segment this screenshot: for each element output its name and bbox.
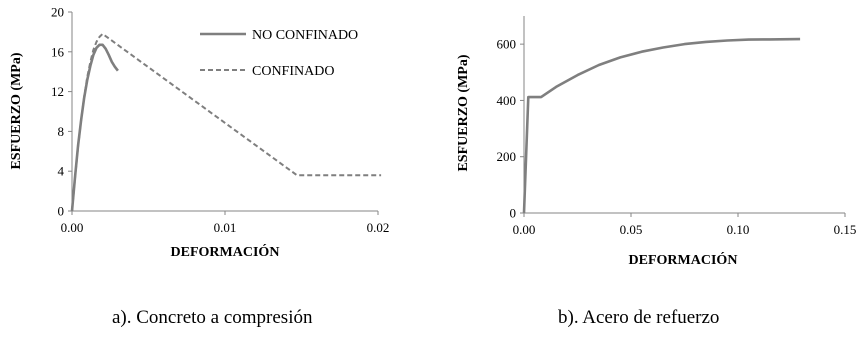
y-tick-label: 8 <box>58 124 65 139</box>
caption-acero: b). Acero de refuerzo <box>558 307 720 328</box>
y-tick-label: 0 <box>510 206 517 221</box>
chart-concreto-xlabel: DEFORMACIÓN <box>171 243 280 260</box>
chart-concreto-series <box>70 32 382 212</box>
chart-acero-ticks: 0 200 400 600 0.00 0.05 0.10 0.15 <box>497 37 857 237</box>
series-line-confinado <box>71 32 382 212</box>
chart-concreto: 0 4 8 12 16 20 0.00 0.01 0.02 DEFORMACIÓN ESFUER… <box>9 5 389 261</box>
chart-acero-ylabel: ESFUERZO (MPa) <box>456 54 471 171</box>
x-tick-label: 0.01 <box>214 220 237 235</box>
x-tick-label: 0.00 <box>61 220 84 235</box>
x-tick-label: 0.00 <box>513 222 536 237</box>
chart-acero-axes <box>523 16 845 214</box>
y-tick-label: 400 <box>497 93 517 108</box>
legend-label-no-confinado: NO CONFINADO <box>252 28 358 43</box>
x-tick-label: 0.15 <box>834 222 857 237</box>
series-line-no-confinado <box>70 43 119 212</box>
y-tick-label: 4 <box>58 164 65 179</box>
chart-concreto-ticks: 0 4 8 12 16 20 0.00 0.01 0.02 <box>51 5 389 236</box>
chart-acero-xlabel: DEFORMACIÓN <box>629 251 738 268</box>
y-tick-label: 12 <box>51 84 64 99</box>
caption-concreto: a). Concreto a compresión <box>112 307 313 328</box>
chart-acero-series <box>522 37 801 214</box>
chart-concreto-legend: NO CONFINADO CONFINADO <box>200 28 358 79</box>
x-tick-label: 0.10 <box>727 222 750 237</box>
y-tick-label: 20 <box>51 5 64 20</box>
x-tick-label: 0.02 <box>367 220 390 235</box>
x-tick-label: 0.05 <box>620 222 643 237</box>
y-tick-label: 200 <box>497 149 517 164</box>
y-tick-label: 0 <box>58 204 65 219</box>
legend-label-confinado: CONFINADO <box>252 64 334 79</box>
chart-acero: 0 200 400 600 0.00 0.05 0.10 0.15 DEFORMACIÓN E… <box>456 16 856 268</box>
y-tick-label: 600 <box>497 37 517 52</box>
chart-concreto-ylabel: ESFUERZO (MPa) <box>9 52 24 169</box>
series-line-acero <box>522 37 801 214</box>
y-tick-label: 16 <box>51 44 65 59</box>
